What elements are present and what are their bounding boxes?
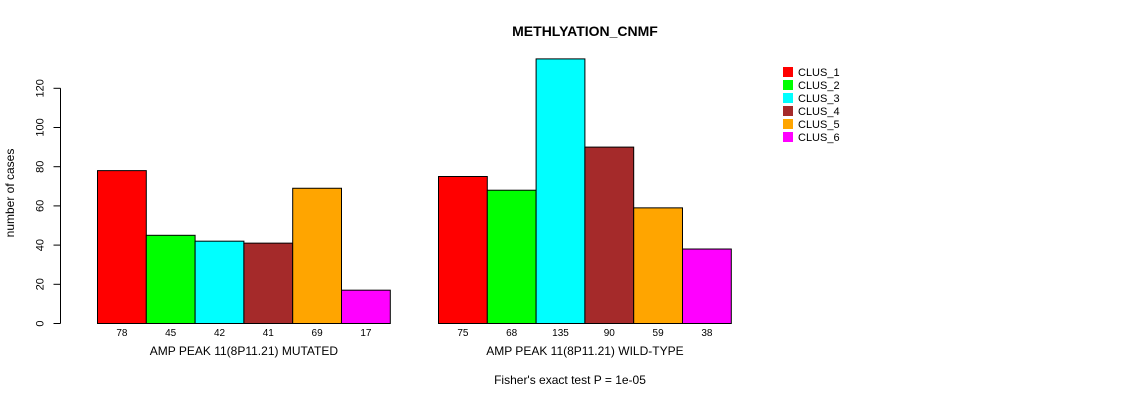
bar [194, 240, 245, 324]
y-tick-label: 100 [35, 118, 47, 136]
y-axis-label: number of cases [3, 149, 17, 238]
legend-swatch [783, 119, 793, 129]
y-tick-label: 40 [35, 239, 47, 251]
legend-label: CLUS_1 [798, 67, 840, 79]
chart-title: METHLYATION_CNMF [512, 23, 658, 39]
bar [486, 189, 537, 324]
bar [633, 207, 684, 324]
y-tick-label: 120 [35, 79, 47, 97]
bar-value-label: 41 [263, 328, 275, 339]
bar-value-label: 17 [360, 328, 372, 339]
y-tick-label: 0 [35, 320, 47, 326]
legend-swatch [783, 106, 793, 116]
group-label: AMP PEAK 11(8P11.21) MUTATED [150, 344, 339, 358]
bar-value-label: 38 [701, 328, 713, 339]
y-tick-label: 80 [35, 161, 47, 173]
bar-value-label: 78 [116, 328, 128, 339]
y-tick-label: 20 [35, 278, 47, 290]
legend-swatch [783, 93, 793, 103]
y-tick-label: 60 [35, 200, 47, 212]
legend-label: CLUS_5 [798, 119, 840, 131]
legend-swatch [783, 132, 793, 142]
bar [292, 187, 343, 324]
bars: 78 45 42 41 69 17 AMP PEAK 11(8P11.21) MUTATED… [97, 58, 732, 358]
bar [682, 248, 732, 325]
bar-value-label: 135 [552, 328, 569, 339]
bar-value-label: 69 [312, 328, 324, 339]
bar [438, 176, 488, 324]
legend-label: CLUS_4 [798, 106, 840, 118]
legend-swatch [783, 67, 793, 77]
bar-value-label: 90 [604, 328, 616, 339]
group-label: AMP PEAK 11(8P11.21) WILD-TYPE [486, 344, 683, 358]
bar [243, 242, 294, 324]
legend-swatch [783, 80, 793, 90]
bar-value-label: 42 [214, 328, 226, 339]
bar-value-label: 59 [653, 328, 665, 339]
bar-value-label: 45 [165, 328, 177, 339]
bar [535, 58, 586, 325]
bar [584, 146, 635, 324]
legend-label: CLUS_3 [798, 93, 840, 105]
legend-label: CLUS_6 [798, 132, 840, 144]
bar [97, 170, 147, 324]
y-axis: 0 20 40 60 80 100 120 [35, 79, 61, 327]
bar-value-label: 75 [457, 328, 469, 339]
legend-label: CLUS_2 [798, 80, 840, 92]
bar-value-label: 68 [506, 328, 518, 339]
fisher-test-note: Fisher's exact test P = 1e-05 [494, 373, 646, 387]
bar [145, 234, 196, 324]
bar [341, 289, 391, 324]
